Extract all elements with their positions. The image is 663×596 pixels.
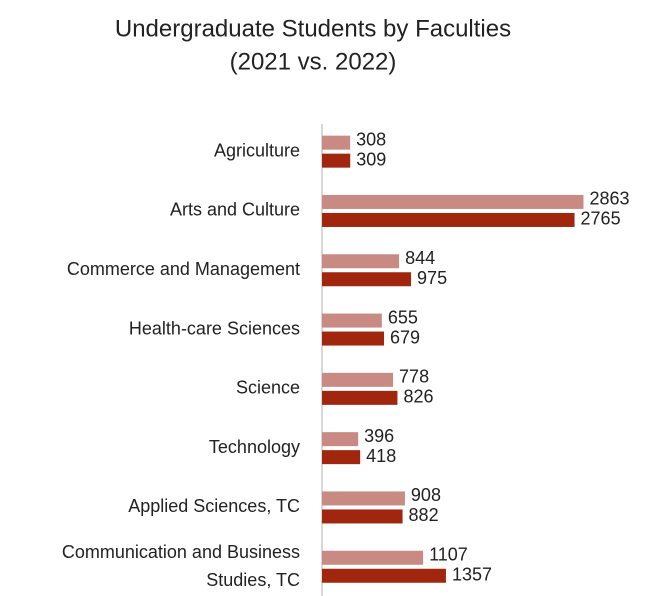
data-label: 844	[405, 248, 435, 268]
bar	[322, 194, 584, 209]
bar	[322, 254, 400, 269]
label-line: Studies, TC	[206, 570, 300, 590]
bar	[322, 331, 385, 346]
y-tick-label: Agriculture	[214, 140, 300, 160]
chart-subtitle: (2021 vs. 2022)	[230, 48, 397, 75]
bar	[322, 372, 394, 387]
bar	[322, 153, 351, 168]
data-label: 1107	[429, 545, 468, 565]
data-label: 882	[409, 505, 439, 525]
data-label: 309	[356, 149, 386, 169]
data-label: 778	[399, 367, 429, 387]
data-label: 679	[390, 327, 420, 347]
data-label: 975	[417, 268, 447, 288]
bar	[322, 550, 424, 565]
bar	[322, 212, 575, 227]
bar	[322, 432, 359, 447]
data-label: 655	[388, 307, 418, 327]
y-tick-label: Arts and Culture	[170, 200, 300, 220]
y-tick-label: Communication and Business Studies, TC	[62, 542, 300, 590]
bar	[322, 509, 403, 524]
y-tick-label: Science	[236, 378, 300, 398]
bar	[322, 390, 398, 405]
y-tick-label: Health-care Sciences	[129, 318, 300, 338]
bar	[322, 568, 446, 583]
data-label: 396	[364, 426, 394, 446]
data-label: 908	[411, 485, 441, 505]
label-line: Communication and Business	[62, 542, 300, 562]
y-tick-label: Applied Sciences, TC	[128, 496, 300, 516]
y-tick-label: Commerce and Management	[67, 259, 300, 279]
bar	[322, 272, 412, 287]
bar	[322, 491, 405, 506]
data-label: 418	[366, 446, 396, 466]
data-label: 308	[356, 129, 386, 149]
y-tick-label: Technology	[209, 437, 300, 457]
bar	[322, 135, 351, 150]
bar	[322, 450, 361, 465]
data-label: 1357	[452, 565, 492, 585]
data-label: 2765	[581, 209, 621, 229]
chart-title: Undergraduate Students by Faculties	[115, 15, 511, 42]
data-label: 826	[403, 387, 433, 407]
bar	[322, 313, 382, 328]
data-label: 2863	[589, 189, 629, 209]
